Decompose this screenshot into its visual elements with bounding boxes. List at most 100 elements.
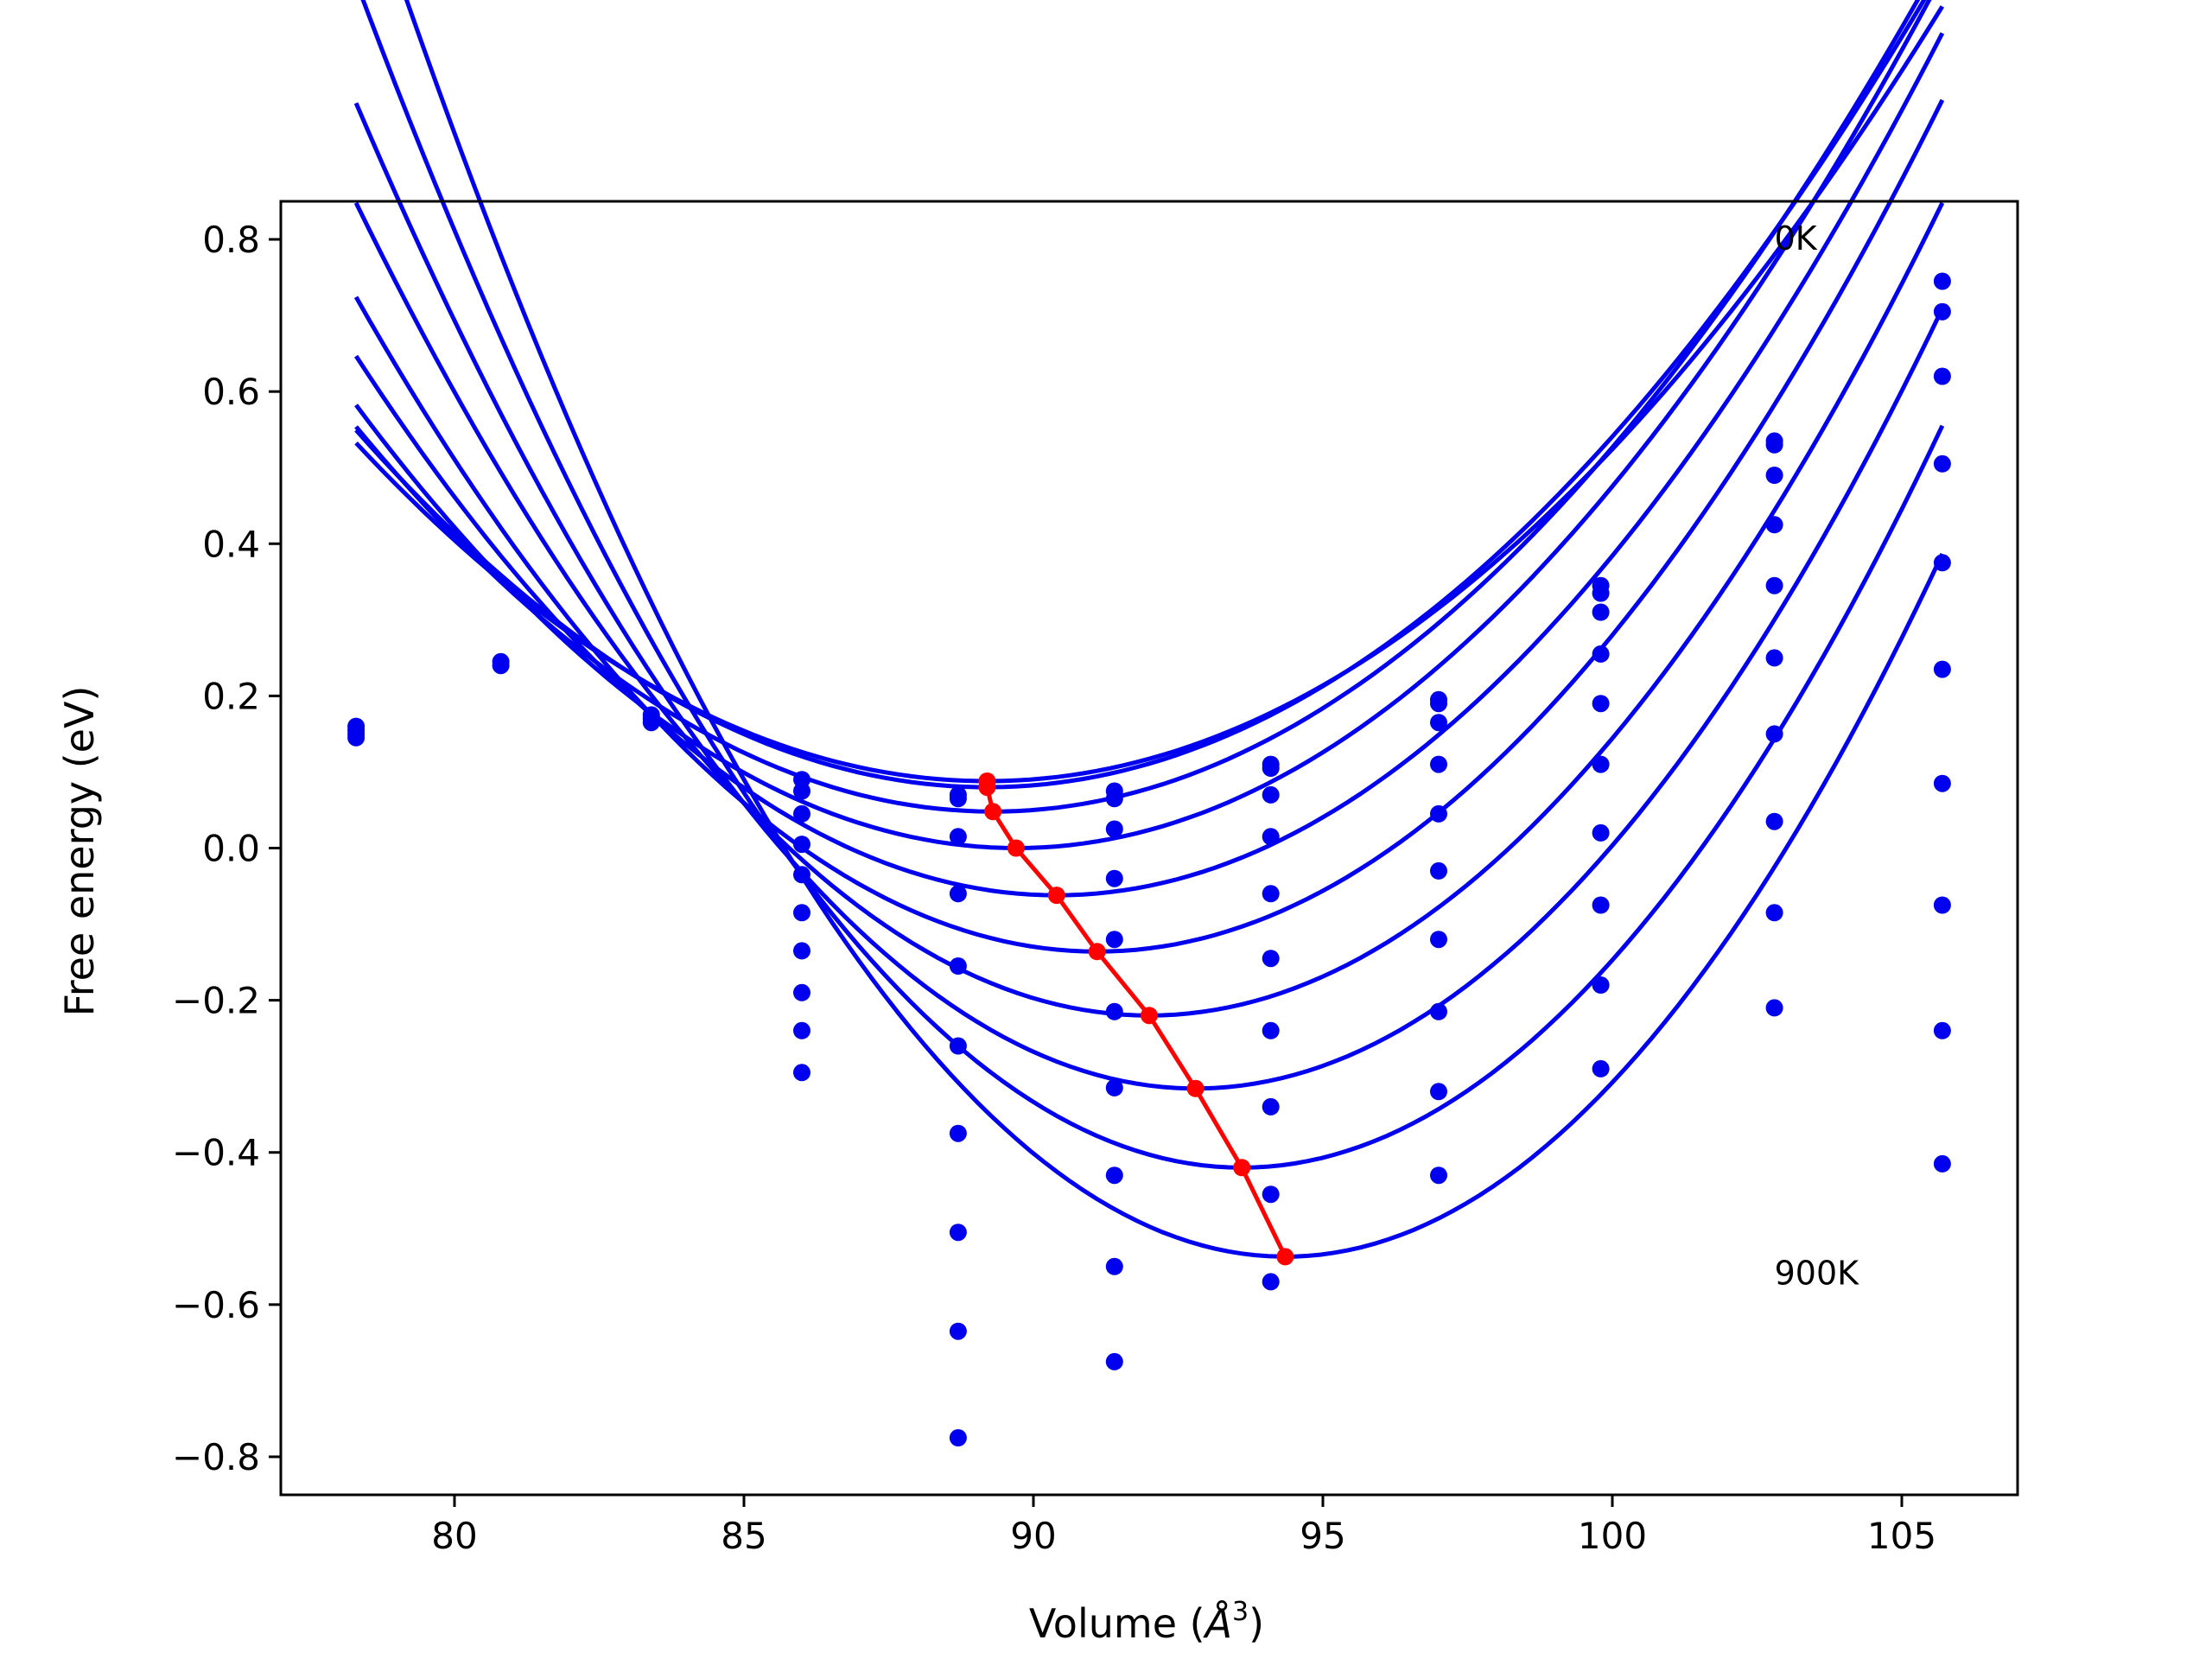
data-point: [642, 714, 660, 732]
data-point: [1430, 714, 1447, 732]
data-point: [1933, 660, 1951, 678]
fit-curve-100K: [354, 0, 1927, 790]
temperature-annotation: 0K: [1775, 219, 1818, 257]
data-point: [1262, 950, 1280, 968]
x-axis-title-unit: Å: [1203, 1600, 1232, 1647]
data-point: [949, 790, 967, 808]
data-point: [949, 1124, 967, 1142]
y-tick-label: 0.0: [202, 828, 260, 870]
data-point: [1105, 931, 1123, 949]
data-point: [1933, 367, 1951, 385]
data-point: [1430, 1083, 1447, 1101]
fit-curve-500K: [353, 99, 1945, 954]
data-point: [949, 1037, 967, 1055]
minimum-point: [984, 803, 1002, 821]
data-point: [1430, 804, 1447, 823]
data-point: [1765, 516, 1783, 534]
data-point: [793, 904, 810, 922]
data-point: [1592, 645, 1610, 663]
x-tick-label: 80: [431, 1515, 477, 1557]
data-point: [1430, 931, 1447, 949]
data-point: [793, 804, 810, 823]
data-point: [1592, 823, 1610, 842]
data-point: [1765, 812, 1783, 830]
annotations: 0K 900K: [1775, 219, 1860, 1293]
minimum-point: [1276, 1248, 1294, 1266]
data-point: [793, 1021, 810, 1039]
data-point: [1262, 885, 1280, 903]
data-point: [1105, 820, 1123, 838]
data-point: [1933, 554, 1951, 572]
data-point: [1262, 1273, 1280, 1291]
data-point: [1592, 695, 1610, 713]
data-point: [1592, 1059, 1610, 1077]
x-tick-label: 90: [1010, 1515, 1056, 1557]
data-point: [1933, 896, 1951, 914]
data-point: [949, 957, 967, 975]
data-point: [1430, 1002, 1447, 1020]
minimum-point: [1088, 943, 1106, 961]
x-axis-title-suffix: ): [1249, 1600, 1264, 1647]
axis-ticks: 80 85 90 95 100 105 0.8 0.6 0.4 0.2 0.0 −0.2 −0.4 −0.…: [172, 219, 1936, 1557]
x-tick-label: 85: [721, 1515, 766, 1557]
data-point: [1933, 1021, 1951, 1039]
data-point: [1765, 467, 1783, 484]
data-point: [1765, 435, 1783, 454]
x-tick-label: 100: [1578, 1515, 1647, 1557]
data-point: [793, 942, 810, 960]
data-point: [1933, 272, 1951, 290]
y-tick-label: 0.6: [202, 371, 260, 413]
data-point: [949, 1429, 967, 1446]
data-point: [1933, 454, 1951, 473]
data-point: [793, 983, 810, 1001]
temperature-annotation: 900K: [1775, 1255, 1860, 1293]
data-point: [1105, 1257, 1123, 1275]
data-point: [949, 1224, 967, 1242]
x-axis-title-exponent: 3: [1232, 1597, 1249, 1627]
data-point: [1262, 785, 1280, 804]
data-point: [949, 1322, 967, 1340]
minimum-point: [1007, 839, 1025, 857]
data-point: [793, 1064, 810, 1082]
data-point: [1430, 755, 1447, 773]
data-point: [1765, 725, 1783, 743]
data-point: [1262, 828, 1280, 846]
x-axis-title-prefix: Volume (: [1029, 1600, 1205, 1647]
data-point: [1592, 603, 1610, 621]
fit-curve-700K: [353, 102, 1945, 1091]
minimum-point: [1047, 887, 1065, 905]
y-tick-label: 0.4: [202, 523, 260, 565]
data-point: [1933, 302, 1951, 321]
data-point: [1765, 649, 1783, 667]
y-tick-label: −0.6: [172, 1284, 260, 1326]
data-point: [1105, 1166, 1123, 1185]
data-point: [1105, 1002, 1123, 1020]
plot-area: [347, 0, 1951, 1446]
fit-curve-900K: [404, 0, 1945, 1259]
data-point: [1430, 1166, 1447, 1185]
data-point: [1262, 760, 1280, 777]
data-point: [1262, 1021, 1280, 1039]
data-point: [793, 866, 810, 884]
y-tick-label: 0.8: [202, 219, 260, 261]
data-point: [1105, 790, 1123, 808]
data-point: [793, 836, 810, 854]
data-point: [1430, 861, 1447, 880]
data-point: [949, 828, 967, 846]
x-tick-label: 105: [1867, 1515, 1936, 1557]
y-tick-label: −0.2: [172, 980, 260, 1022]
fit-curve-800K: [360, 0, 1945, 1170]
data-point: [1430, 695, 1447, 713]
data-point: [1592, 584, 1610, 602]
data-point: [1592, 755, 1610, 773]
data-point: [949, 885, 967, 903]
data-point: [1592, 896, 1610, 914]
x-axis-title: Volume (Å3): [1029, 1597, 1264, 1647]
data-point: [1262, 1097, 1280, 1116]
data-point: [1933, 774, 1951, 792]
minima-line: [984, 781, 1287, 1258]
data-point: [492, 657, 510, 675]
data-point: [1105, 1352, 1123, 1370]
y-tick-label: −0.8: [172, 1436, 260, 1478]
